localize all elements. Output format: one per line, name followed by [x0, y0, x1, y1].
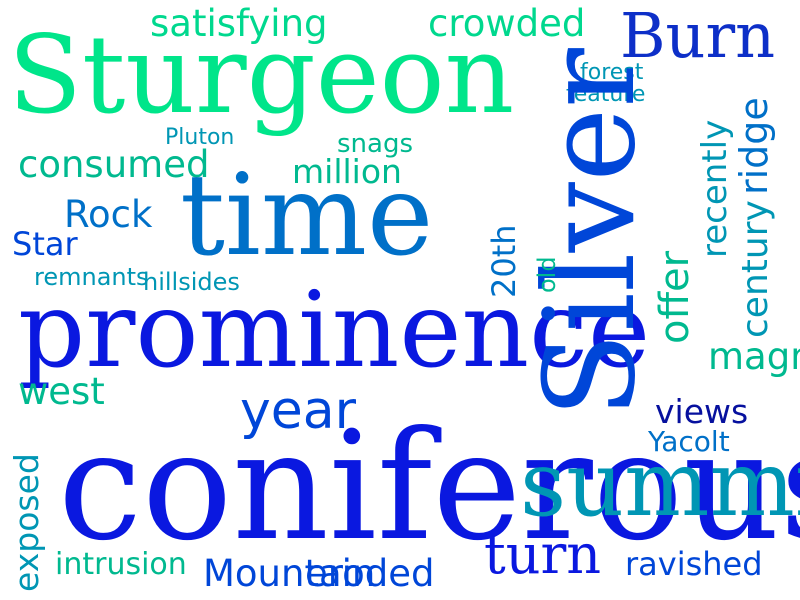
word-sturgeon: Sturgeon [8, 13, 515, 138]
word-forest: forest [580, 60, 644, 85]
word-exposed: ravished [625, 545, 763, 583]
word-star: Silver [518, 48, 663, 418]
word-coniferous: hillsides [143, 268, 240, 296]
word-eroded: views [655, 392, 749, 431]
word-feature: feature [566, 82, 646, 107]
word-year: Star [12, 225, 78, 263]
word-satisfying: satisfying [150, 2, 328, 45]
word-silver: coniferous [58, 400, 800, 574]
word-million: consumed [18, 143, 210, 186]
word-recently: exposed [7, 453, 46, 592]
word-crowded: crowded [428, 2, 586, 45]
word-west: Rock [64, 193, 153, 236]
word-yacolt: remnants [34, 263, 149, 291]
word-offer: turn [484, 523, 602, 586]
word-time: million [292, 152, 402, 191]
word-20th: eroded [305, 552, 435, 595]
word-pluton: ridge [732, 97, 776, 195]
word-hillsides: old [533, 256, 561, 293]
word-snags: Pluton [165, 125, 235, 150]
word-consumed: snags [337, 129, 414, 159]
word-prominence: offer [652, 250, 698, 344]
word-summit: prominence [18, 269, 651, 391]
word-rock: time [180, 151, 434, 281]
word-ravished: Yacolt [648, 425, 730, 458]
word-burn: Burn [620, 0, 776, 72]
word-magma: 20th [485, 224, 523, 298]
word-remnants: recently [695, 119, 735, 258]
word-intrusion: west [18, 370, 105, 413]
word-ridge: summit [520, 432, 800, 537]
word-turn: magma [708, 335, 800, 378]
word-old: Mountain [203, 552, 376, 595]
word-mountain: year [240, 381, 357, 441]
word-century: intrusion [55, 547, 187, 582]
word-views: century [735, 200, 776, 338]
